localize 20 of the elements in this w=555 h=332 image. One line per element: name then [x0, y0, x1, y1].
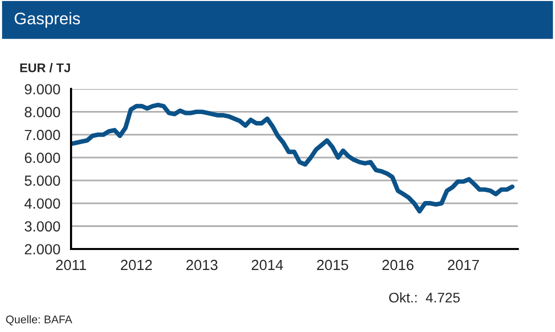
x-tick-label: 2017 [448, 260, 479, 270]
x-tick-label: 2015 [317, 260, 348, 270]
x-tick-label: 2012 [120, 260, 152, 270]
x-tick-label: 2013 [186, 260, 218, 270]
text: Okt.: 4.725 [389, 292, 460, 303]
y-axis-title: EUR / TJ [20, 63, 70, 72]
y-tick-label: 6.000 [24, 152, 60, 163]
y-tick-label: 4.000 [24, 198, 60, 209]
y-tick-label: 2.000 [24, 244, 60, 254]
x-tick-label: 2011 [56, 260, 86, 270]
y-tick-label: 5.000 [24, 176, 60, 186]
x-tick-label: 2016 [382, 260, 414, 270]
y-tick-label: 8.000 [24, 106, 60, 118]
y-tick-label: 7.000 [24, 130, 60, 140]
y-tick-label: 3.000 [24, 221, 60, 232]
line-series [71, 102, 514, 214]
chart-title: Gaspreis [14, 12, 80, 28]
source-note: Quelle: BAFA [6, 315, 72, 326]
x-tick-label: 2014 [252, 260, 284, 270]
y-tick-label: 9.000 [24, 84, 60, 94]
